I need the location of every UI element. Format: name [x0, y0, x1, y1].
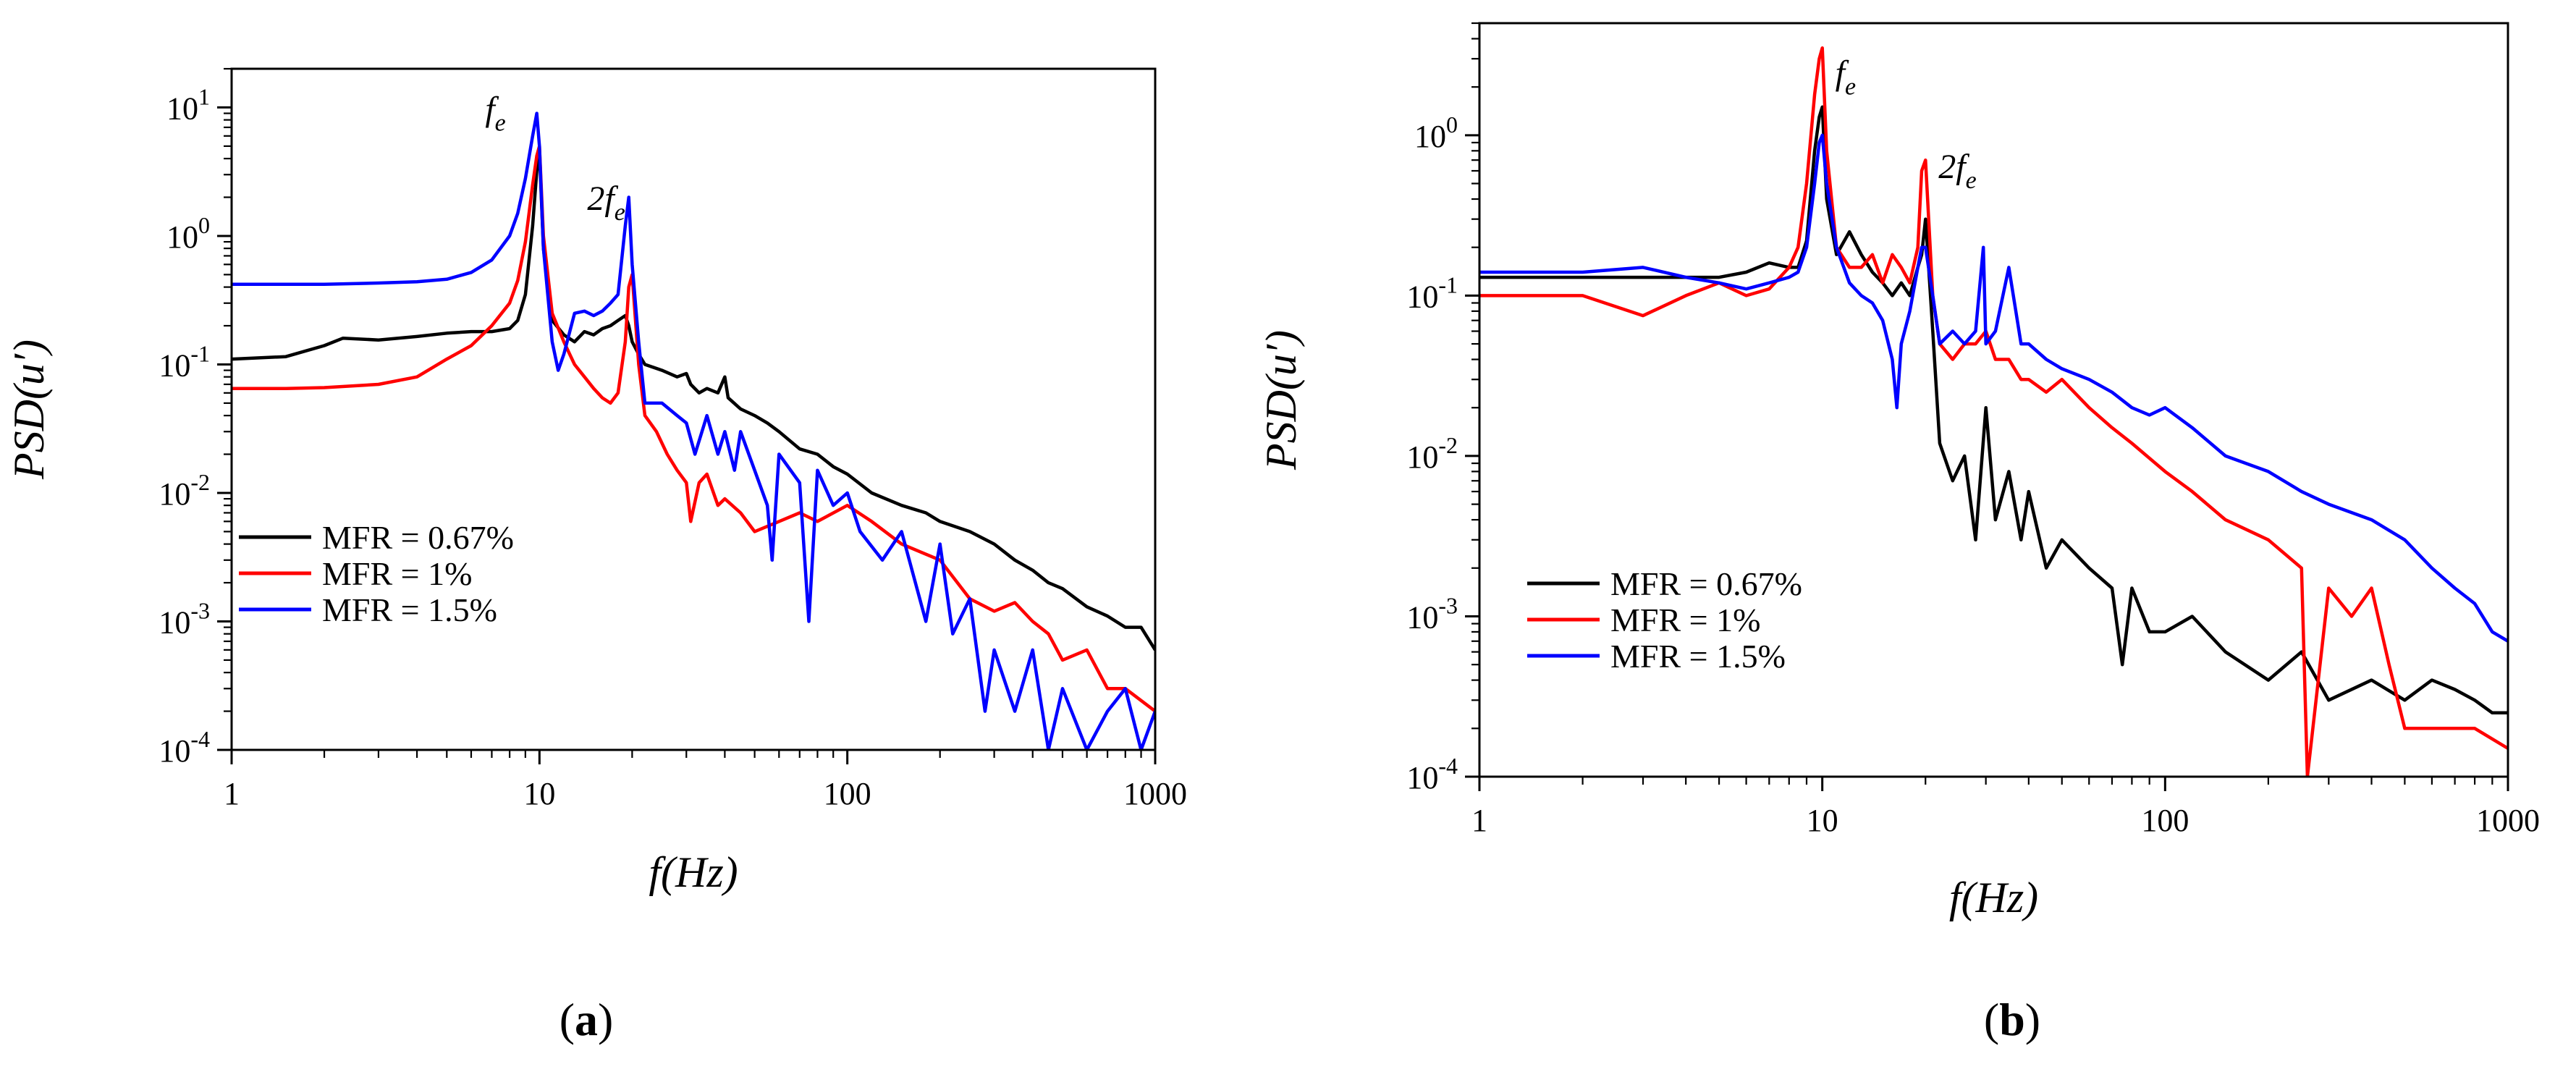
x-tick-label: 1: [224, 776, 240, 811]
series-line-1: [1479, 46, 2508, 777]
legend-label: MFR = 1.5%: [322, 591, 497, 628]
y-tick-label: 100: [166, 212, 210, 255]
panel-label: (b): [1984, 994, 2040, 1045]
y-tick-label: 10-3: [159, 597, 210, 640]
y-tick-label: 10-2: [1406, 432, 1458, 475]
x-tick-label: 100: [2141, 803, 2189, 838]
y-tick-label: 10-1: [1406, 271, 1458, 314]
y-tick-label: 10-2: [159, 469, 210, 512]
legend-label: MFR = 1%: [322, 555, 472, 592]
series-line-1: [232, 144, 1155, 713]
legend-label: MFR = 1%: [1610, 602, 1760, 638]
plot-frame: [1478, 22, 2509, 778]
y-tick-label: 100: [1414, 111, 1458, 154]
series-line-0: [232, 150, 1155, 651]
y-tick-label: 101: [166, 83, 210, 126]
panel-b: 1 10 100 1000 10-4 10-3 10-2 10-1 100 f(Hz) PSD(u′…: [1257, 22, 2540, 1045]
x-tick-label: 100: [824, 776, 871, 811]
y-tick-label: 10-4: [1406, 753, 1458, 795]
x-axis-title: f(Hz): [649, 848, 738, 896]
peak-annotation: fe: [485, 90, 505, 136]
peak-annotation: fe: [1836, 54, 1856, 101]
y-tick-label: 10-3: [1406, 592, 1458, 635]
panel-a: 1 10 100 1000 10-4 10-3 10-2 10-1 100 101 f(Hz) PSD…: [5, 67, 1187, 1045]
y-tick-label: 10-4: [159, 726, 210, 769]
legend-label: MFR = 1.5%: [1610, 638, 1786, 675]
x-tick-label: 1000: [1123, 776, 1187, 811]
peak-annotation: 2fe: [1938, 148, 1976, 194]
x-tick-label: 10: [1807, 803, 1838, 838]
x-tick-label: 1000: [2476, 803, 2540, 838]
panel-label: (a): [559, 994, 614, 1045]
x-axis-title: f(Hz): [1949, 874, 2038, 921]
series-line-2: [1479, 133, 2508, 643]
plot-frame: [230, 67, 1157, 751]
y-axis-title: PSD(u′): [5, 339, 53, 480]
series-line-2: [232, 111, 1155, 750]
x-tick-label: 1: [1471, 803, 1487, 838]
y-tick-label: 10-1: [159, 340, 210, 383]
peak-annotation: 2fe: [587, 180, 625, 226]
legend-label: MFR = 0.67%: [1610, 565, 1802, 602]
legend-label: MFR = 0.67%: [322, 519, 514, 556]
x-tick-label: 10: [523, 776, 555, 811]
y-axis-title: PSD(u′): [1257, 330, 1305, 470]
